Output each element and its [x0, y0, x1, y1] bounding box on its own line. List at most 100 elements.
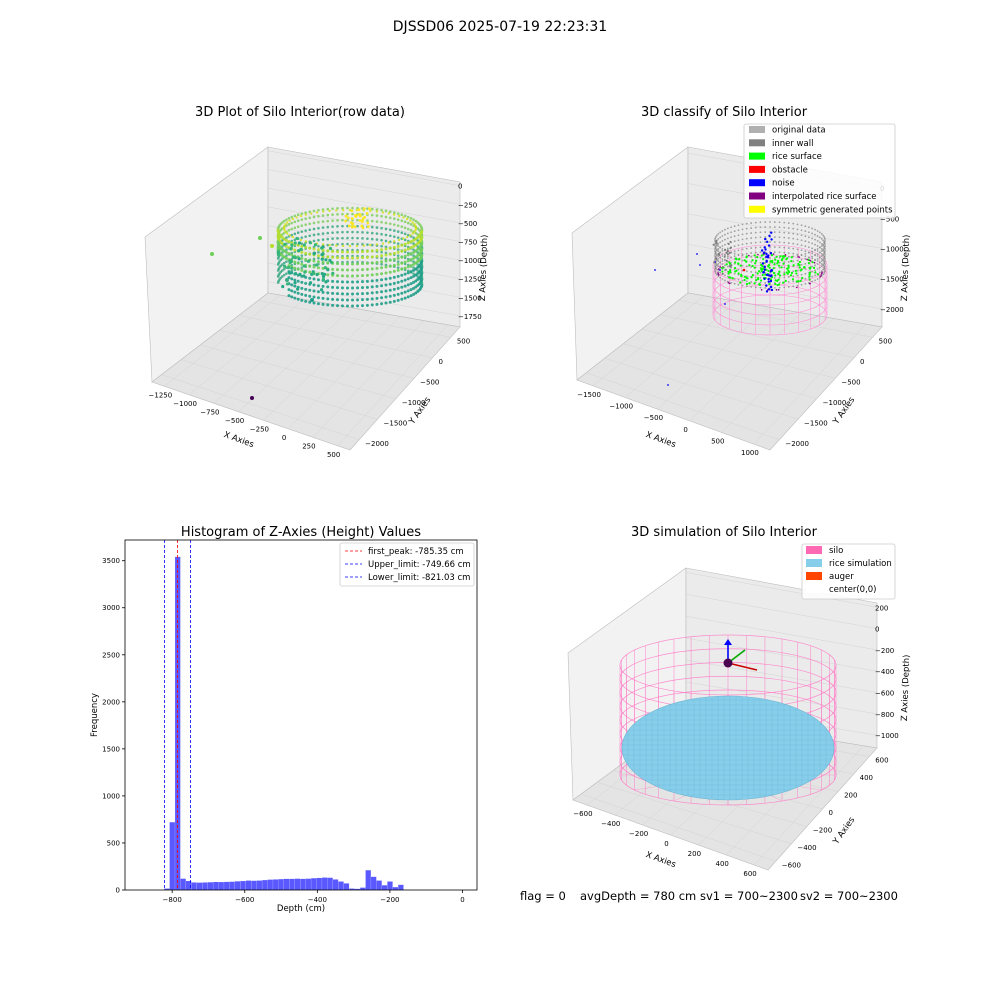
simulation-z-tick-label: −800 [875, 711, 894, 719]
histogram-legend-label: Lower_limit: -821.03 cm [368, 573, 470, 583]
histogram-y-tick-label: 3000 [102, 604, 120, 612]
histogram-reference-lines [164, 540, 191, 890]
simulation-auger-axes [723, 639, 758, 671]
simulation-legend-swatch [806, 585, 822, 593]
simulation-x-tick-label: 400 [716, 860, 729, 868]
histogram-y-ticks: 0 500 1000 1500 2000 2500 3000 3500 [102, 557, 125, 895]
raw-y-tick-label: −1000 [402, 399, 426, 407]
raw-panel-title: 3D Plot of Silo Interior(row data) [195, 105, 405, 120]
classify-legend-swatch [749, 179, 765, 187]
classify-legend-swatch [749, 126, 765, 133]
raw-z-tick-label: −500 [458, 220, 477, 228]
histogram-bar [327, 877, 333, 890]
histogram-x-tick-label: 0 [460, 896, 464, 904]
histogram-bar [245, 880, 252, 890]
simulation-y-tick-label: −400 [797, 844, 816, 852]
simulation-x-tick-label: −600 [573, 810, 592, 818]
classify-z-tick-label: −500 [880, 215, 899, 223]
classify-panel-title: 3D classify of Silo Interior [641, 105, 808, 120]
histogram-bar [251, 880, 257, 890]
histogram-bar [202, 882, 208, 890]
histogram-bar [311, 878, 317, 890]
raw-z-tick-label: −1250 [458, 276, 482, 284]
simulation-y-tick-label: 200 [844, 792, 857, 800]
classify-x-tick-label: −500 [644, 414, 663, 422]
classify-legend-swatch [749, 165, 765, 173]
classify-z-axis-label: Z Axies (Depth) [900, 234, 912, 301]
simulation-z-tick-label: −600 [875, 690, 894, 698]
simulation-x-tick-label: 0 [664, 840, 668, 848]
histogram-bar [349, 888, 355, 890]
raw-x-tick-label: 0 [282, 434, 286, 442]
raw-x-tick-label: 500 [327, 451, 340, 459]
histogram-bar [224, 881, 230, 890]
histogram-bar [164, 888, 170, 890]
classify-legend-swatch [749, 152, 765, 160]
histogram-panel: Histogram of Z-Axies (Height) Values −80… [90, 525, 478, 914]
classify-legend-label: rice surface [772, 152, 822, 162]
classify-x-tick-label: 1000 [741, 449, 759, 457]
simulation-legend-swatch [806, 546, 822, 554]
simulation-y-axis-label: Y Axies [831, 815, 858, 847]
histogram-bar [229, 881, 235, 890]
classify-legend-swatch [749, 192, 765, 200]
simulation-z-tick-label: −200 [875, 647, 894, 655]
raw-z-tick-label: −1000 [458, 257, 482, 265]
simulation-legend-swatch [806, 572, 822, 580]
raw-gridlines [161, 150, 461, 446]
classify-y-tick-label: −1500 [804, 419, 828, 427]
raw-z-tick-label: −250 [458, 201, 477, 209]
histogram-y-tick-label: 0 [116, 887, 120, 895]
histogram-bar [256, 880, 262, 890]
raw-z-tick-label: −1750 [458, 313, 482, 321]
histogram-bar [169, 822, 175, 890]
histogram-bar [207, 882, 213, 890]
histogram-bar [332, 879, 339, 890]
simulation-legend-swatch [806, 559, 822, 567]
histogram-bar [283, 878, 290, 890]
avg-depth-text: avgDepth = 780 cm [580, 889, 696, 903]
simulation-rice-surface [621, 695, 835, 801]
histogram-bar [371, 876, 377, 890]
raw-x-tick-label: −750 [200, 408, 219, 416]
simulation-panel: 3D simulation of Silo Interior −600 −400 −… [567, 525, 912, 878]
histogram-y-tick-label: 2000 [102, 698, 120, 706]
raw-z-tick-label: −750 [458, 238, 477, 246]
classify-point-cloud [654, 221, 828, 386]
histogram-bar [305, 878, 311, 890]
flag-text: flag = 0 [520, 889, 566, 903]
histogram-bar [213, 882, 219, 890]
histogram-bar [185, 881, 192, 890]
histogram-bar [322, 877, 328, 890]
simulation-x-tick-label: 600 [743, 870, 756, 878]
histogram-plot-frame [124, 539, 478, 891]
histogram-bars [164, 556, 404, 890]
histogram-bar [338, 881, 344, 890]
raw-z-axis-label: Z Axies (Depth) [478, 234, 490, 301]
histogram-bar [300, 878, 306, 890]
histogram-x-tick-label: −200 [380, 896, 399, 904]
simulation-z-axis-label: Z Axies (Depth) [900, 654, 912, 721]
rice-surface-ellipse [621, 695, 835, 801]
simulation-z-tick-label: −400 [875, 668, 894, 676]
center-marker [723, 658, 733, 668]
raw-point-cloud [210, 206, 424, 400]
status-footer: flag = 0 avgDepth = 780 cm sv1 = 700~230… [520, 889, 898, 903]
classify-z-tick-label: −1500 [880, 276, 904, 284]
classify-y-tick-label: 0 [860, 358, 864, 366]
histogram-legend: first_peak: -785.35 cm Upper_limit: -749.… [339, 542, 475, 587]
classify-x-axis-label: X Axies [644, 430, 677, 450]
raw-y-tick-label: 500 [457, 337, 470, 345]
simulation-x-tick-label: −200 [629, 830, 648, 838]
histogram-bar [289, 878, 295, 890]
classify-legend-label: inner wall [772, 139, 813, 149]
raw-x-tick-label: −250 [250, 425, 269, 433]
raw-tick-labels: −1250−1000−750−500−25002505005000−500−10… [149, 183, 482, 459]
simulation-legend-label: silo [829, 546, 843, 556]
simulation-panel-title: 3D simulation of Silo Interior [631, 525, 818, 540]
histogram-bar [387, 881, 393, 890]
simulation-x-tick-label: 200 [688, 850, 701, 858]
sv2-text: sv2 = 700~2300 [800, 889, 898, 903]
